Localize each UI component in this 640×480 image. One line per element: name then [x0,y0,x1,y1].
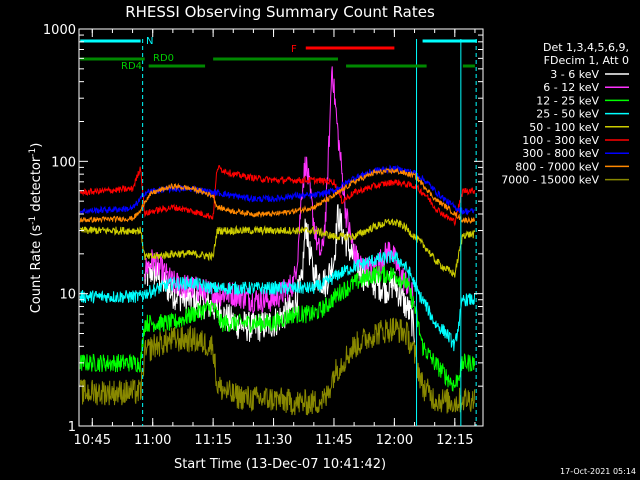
footer-timestamp: 17-Oct-2021 05:14 [560,467,636,476]
series-line-1 [144,66,415,314]
legend-label-0: 3 - 6 keV [550,68,599,81]
y-axis-label-main: Count Rate (s [29,225,44,314]
legend-label-4: 50 - 100 keV [529,121,599,134]
legend-label-5: 100 - 300 keV [522,134,599,147]
annotation-label-n: N [146,36,153,47]
x-tick-label-3: 11:30 [255,433,292,448]
plot-frame [78,28,484,427]
legend-header-1: Det 1,3,4,5,6,9, [543,41,629,54]
y-axis-ticks: 1 10 100 1000 [43,23,483,435]
y-axis-label: Count Rate (s-1 detector-1) [28,143,44,314]
x-axis-label: Start Time (13-Dec-07 10:41:42) [174,457,386,472]
y-tick-label-1: 10 [59,288,76,303]
series-line-3 [79,250,476,352]
annotation-bars [80,39,477,68]
legend-label-6: 300 - 800 keV [522,147,599,160]
series-line-5 [79,165,476,227]
x-axis-ticks: 10:45 11:00 11:15 11:30 11:45 12:00 12:15 [74,29,476,448]
y-axis-label-end: ) [29,143,44,148]
x-tick-label-6: 12:15 [436,433,473,448]
series-line-7 [79,167,476,225]
series-line-8 [79,317,476,416]
state-vlines [142,39,477,426]
y-axis-label-exp2: -1 [28,148,38,157]
x-tick-label-4: 11:45 [315,433,352,448]
x-tick-label-5: 12:00 [376,433,413,448]
series-line-2 [79,265,476,392]
y-tick-label-3: 1000 [43,23,76,38]
annotation-label-rd4: RD4 [121,61,142,72]
x-tick-label-1: 11:00 [134,433,171,448]
chart-title: RHESSI Observing Summary Count Rates [125,3,435,21]
legend-label-3: 25 - 50 keV [536,108,599,121]
y-axis-label-mid: detector [29,156,44,216]
y-axis-label-exp1: -1 [28,216,38,225]
legend-label-7: 800 - 7000 keV [515,160,599,173]
annotation-label-f: F [291,44,297,55]
legend-label-8: 7000 - 15000 keV [501,174,599,187]
series-line-4 [79,218,476,278]
legend-label-1: 6 - 12 keV [543,81,599,94]
y-tick-label-2: 100 [51,155,76,170]
annotation-label-rd0: RD0 [153,53,174,64]
y-tick-label-0: 1 [68,420,76,435]
series-layer [79,66,476,416]
x-tick-label-0: 10:45 [74,433,111,448]
legend: Det 1,3,4,5,6,9, FDecim 1, Att 0 3 - 6 k… [501,41,629,187]
legend-header-2: FDecim 1, Att 0 [544,54,629,67]
legend-label-2: 12 - 25 keV [536,94,599,107]
x-tick-label-2: 11:15 [194,433,231,448]
